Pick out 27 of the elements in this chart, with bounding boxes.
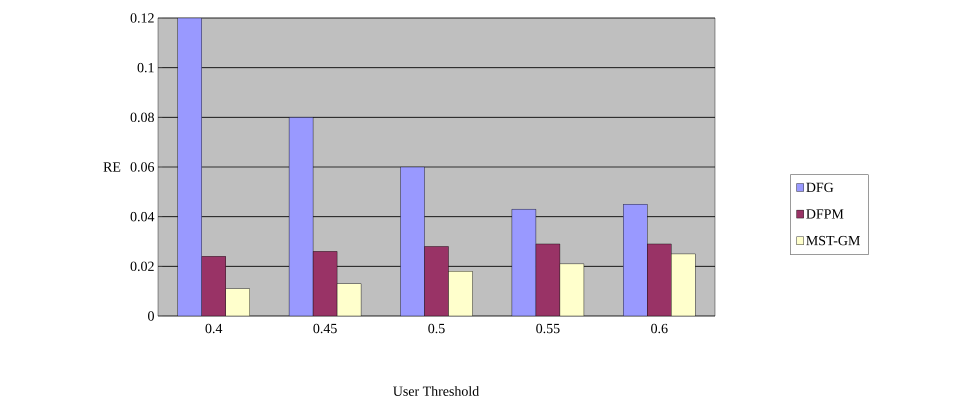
bar — [336, 284, 362, 316]
x-tick-label: 0.45 — [313, 324, 337, 334]
x-tick-label: 0.6 — [651, 324, 668, 334]
y-tick-label: 0.04 — [130, 212, 154, 222]
x-tick-label: 0.55 — [536, 324, 560, 334]
bar — [226, 288, 250, 316]
x-tick-label: 0.4 — [206, 324, 222, 334]
y-axis-title: RE — [103, 162, 120, 172]
bar — [647, 244, 672, 316]
bar — [312, 251, 338, 316]
x-tick-label: 0.5 — [428, 324, 445, 334]
legend-label: DFG — [806, 182, 834, 192]
y-tick-label: 0.08 — [130, 112, 154, 122]
y-tick-label: 0 — [148, 311, 154, 321]
y-tick-label: 0.1 — [138, 62, 154, 72]
y-tick-label: 0.12 — [130, 13, 154, 23]
bar — [671, 254, 696, 316]
y-tick-label: 0.02 — [130, 262, 154, 272]
bar — [536, 244, 560, 316]
bar — [202, 256, 226, 316]
bar — [424, 246, 449, 316]
legend-label: DFPM — [806, 209, 844, 219]
bar — [448, 271, 473, 316]
legend-label: MST-GM — [806, 236, 860, 246]
bar — [560, 264, 584, 316]
y-tick-label: 0.06 — [130, 162, 154, 172]
x-axis-title: User Threshold — [393, 386, 480, 396]
